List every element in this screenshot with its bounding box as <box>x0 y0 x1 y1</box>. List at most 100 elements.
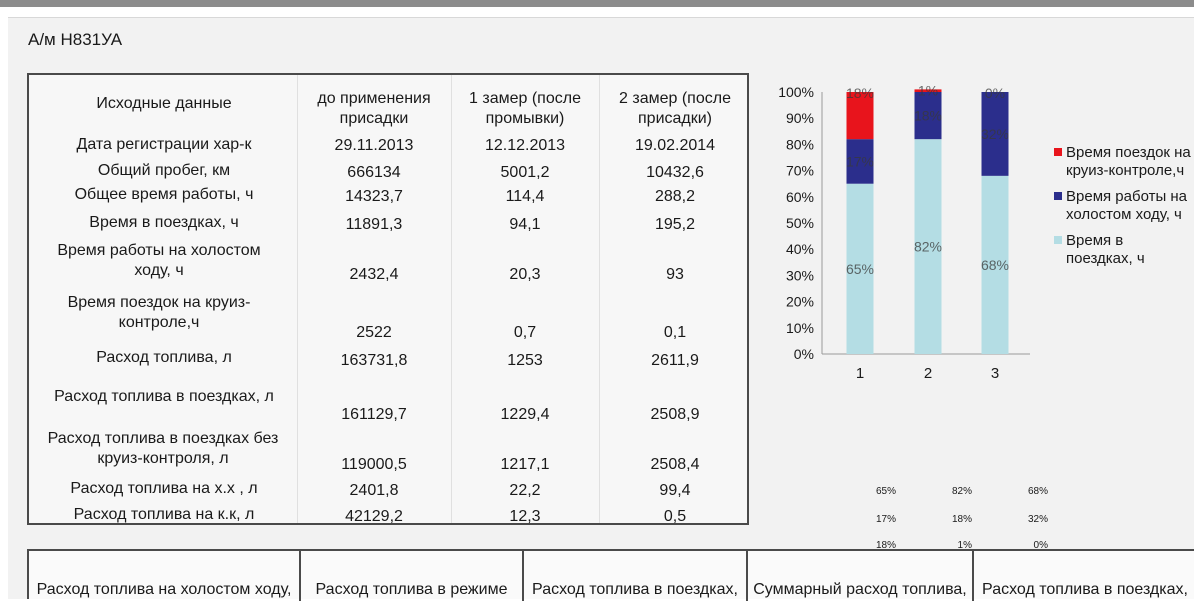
row-value: 20,3 <box>509 266 541 283</box>
data-label: 65% <box>846 261 874 277</box>
y-tick-label: 40% <box>786 241 814 257</box>
source-data-table: Исходные данные до применения присадки 1… <box>27 73 749 525</box>
header-measure-1: 1 замер (после промывки) <box>469 90 581 127</box>
stacked-bar-chart: 0% 10% 20% 30% 40% 50% 60% 70% 80% 90% 100% 1 2 3 65%… <box>778 82 1030 382</box>
y-tick-label: 10% <box>786 320 814 336</box>
row-value: 2508,4 <box>650 456 700 473</box>
row-value: 1253 <box>507 352 543 369</box>
legend-item-cruise: Время поездок на круиз-контроле,ч <box>1052 144 1194 180</box>
sheet-top-line <box>8 17 1194 18</box>
row-label: Расход топлива, л <box>96 349 232 366</box>
header-before: до применения присадки <box>317 90 431 127</box>
y-tick-label: 0% <box>794 346 814 362</box>
header-measure-2: 2 замер (после присадки) <box>619 90 731 127</box>
data-label: 32% <box>981 126 1009 142</box>
data-label: 68% <box>981 257 1009 273</box>
data-label: 82% <box>914 239 942 255</box>
row-label: Расход топлива в поездках, л <box>54 388 274 405</box>
y-tick-label: 90% <box>786 110 814 126</box>
row-label: Расход топлива в поездках без круиз-конт… <box>47 430 279 467</box>
row-value: 93 <box>666 266 684 283</box>
row-value: 288,2 <box>654 188 696 205</box>
row-label: Время работы на холостом ходу, ч <box>57 242 261 279</box>
data-label: 17% <box>846 153 874 169</box>
mini-value: 18% <box>951 514 972 525</box>
y-tick-label: 80% <box>786 136 814 152</box>
row-value: 0,7 <box>513 324 537 341</box>
y-tick-label: 70% <box>786 163 814 179</box>
row-value: 14323,7 <box>345 188 403 205</box>
row-value: 119000,5 <box>341 456 407 473</box>
column-divider <box>297 75 298 523</box>
row-value: 195,2 <box>654 216 696 233</box>
bar-segment <box>914 92 942 140</box>
row-value: 114,4 <box>505 188 545 205</box>
data-label: 1% <box>918 82 938 98</box>
bar-segment <box>981 175 1009 354</box>
mini-value: 65% <box>875 486 896 497</box>
data-label: 18% <box>914 108 942 124</box>
row-label: Расход топлива на х.х , л <box>70 480 258 497</box>
bar-segment <box>846 183 874 354</box>
row-value: 10432,6 <box>646 164 704 181</box>
x-tick-label: 1 <box>856 365 864 382</box>
row-label: Общее время работы, ч <box>74 186 254 203</box>
mini-value: 82% <box>951 486 972 497</box>
row-value: 666134 <box>347 164 401 181</box>
bar-segment <box>846 92 874 140</box>
row-label: Время в поездках, ч <box>89 214 239 231</box>
row-value: 29.11.2013 <box>334 137 414 154</box>
row-value: 5001,2 <box>500 164 550 181</box>
row-value: 12,3 <box>509 508 541 525</box>
column-divider <box>599 75 600 523</box>
bar-segment <box>914 139 942 354</box>
bottom-header: Расход топлива в поездках, <box>982 581 1188 598</box>
row-value: 42129,2 <box>345 508 403 525</box>
row-value: 2611,9 <box>651 352 699 369</box>
row-label: Время поездок на круиз-контроле,ч <box>67 294 251 331</box>
bar-segment <box>981 92 1009 176</box>
header-source-data: Исходные данные <box>96 95 232 112</box>
mini-value: 0% <box>1033 540 1048 551</box>
legend-swatch <box>1054 236 1062 244</box>
y-tick-label: 100% <box>778 84 814 100</box>
legend-label: Время в поездках, ч <box>1066 232 1145 267</box>
legend-label: Время поездок на круиз-контроле,ч <box>1066 144 1191 179</box>
legend-swatch <box>1054 192 1062 200</box>
row-label: Общий пробег, км <box>97 162 231 179</box>
mini-value: 68% <box>1027 486 1048 497</box>
row-value: 2508,9 <box>650 406 700 423</box>
data-label: 18% <box>846 85 874 101</box>
y-tick-label: 20% <box>786 294 814 310</box>
row-value: 161129,7 <box>341 406 407 423</box>
data-label: 0% <box>985 85 1005 101</box>
mini-value: 18% <box>875 540 896 551</box>
row-label: Расход топлива на к.к, л <box>73 506 255 523</box>
bottom-header: Расход топлива в режиме <box>301 551 524 601</box>
row-value: 2432,4 <box>349 266 399 283</box>
fuel-consumption-header-table: Расход топлива на холостом ходу, Расход … <box>27 549 1194 601</box>
legend-item-trips: Время в поездках, ч <box>1052 232 1194 268</box>
chart-legend: Время поездок на круиз-контроле,ч Время … <box>1052 144 1194 276</box>
bottom-header: Суммарный расход топлива, <box>748 551 974 601</box>
row-value: 2401,8 <box>349 482 399 499</box>
y-tick-label: 60% <box>786 189 814 205</box>
x-tick-label: 3 <box>991 365 999 382</box>
row-value: 19.02.2014 <box>634 137 716 154</box>
top-border <box>0 0 1194 7</box>
row-value: 11891,3 <box>345 216 403 233</box>
mini-value: 32% <box>1027 514 1048 525</box>
bar-segment <box>914 89 942 92</box>
row-value: 1229,4 <box>500 406 550 423</box>
y-tick-label: 30% <box>786 267 814 283</box>
vehicle-title: А/м Н831УА <box>28 30 123 49</box>
row-value: 12.12.2013 <box>484 137 566 154</box>
bar-segment <box>846 139 874 184</box>
row-value: 0,1 <box>663 324 687 341</box>
y-tick-label: 50% <box>786 215 814 231</box>
percentage-mini-table: 65% 82% 68% 17% 18% 32% 18% 1% 0% <box>840 484 1060 551</box>
legend-item-idle: Время работы на холостом ходу, ч <box>1052 188 1194 224</box>
legend-label: Время работы на холостом ходу, ч <box>1066 188 1188 223</box>
row-value: 163731,8 <box>340 352 408 369</box>
row-value: 99,4 <box>659 482 691 499</box>
